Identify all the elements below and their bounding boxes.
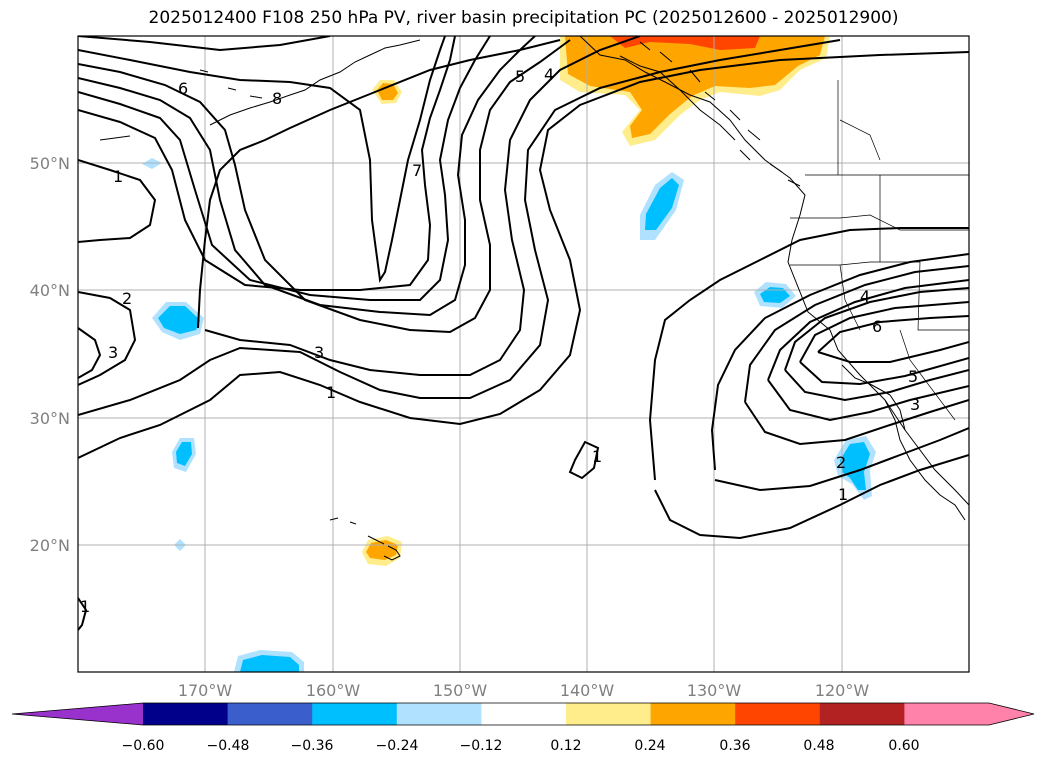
lon-label: 130°W <box>687 681 742 700</box>
colorbar-tick: −0.60 <box>122 738 165 754</box>
pv-label: 1 <box>838 485 848 504</box>
pv-label: 6 <box>872 317 882 336</box>
pv-label: 7 <box>412 161 422 180</box>
pv-label: 2 <box>836 453 846 472</box>
colorbar-extend-min <box>12 703 143 725</box>
pv-label: 8 <box>272 89 282 108</box>
colorbar-tick: 0.24 <box>634 738 665 754</box>
lat-label: 30°N <box>30 409 70 428</box>
colorbar-tick: −0.36 <box>291 738 334 754</box>
colorbar-segment <box>735 703 821 725</box>
pv-label: 3 <box>108 343 118 362</box>
pv-label: 5 <box>515 67 525 86</box>
colorbar-tick: 0.12 <box>550 738 581 754</box>
pv-label: 2 <box>122 289 132 308</box>
colorbar-segment <box>143 703 229 725</box>
pv-label: 4 <box>860 287 870 306</box>
lon-label: 120°W <box>815 681 870 700</box>
colorbar-segment <box>650 703 736 725</box>
pv-contours <box>78 36 969 631</box>
colorbar-tick: −0.24 <box>376 738 419 754</box>
lat-label: 40°N <box>30 281 70 300</box>
map-panel <box>78 36 969 672</box>
pv-label: 3 <box>910 395 920 414</box>
colorbar-extend-max <box>989 703 1034 725</box>
lon-label: 150°W <box>433 681 488 700</box>
colorbar-tick: 0.36 <box>719 738 750 754</box>
colorbar-outline <box>11 702 1035 726</box>
colorbar-segments <box>12 703 1034 725</box>
colorbar: −0.60 −0.48 −0.36 −0.24 −0.12 0.12 0.24 … <box>11 702 1035 754</box>
pv-label: 1 <box>113 167 123 186</box>
lon-label: 160°W <box>306 681 361 700</box>
pv-label: 6 <box>178 79 188 98</box>
pv-label: 5 <box>908 367 918 386</box>
lon-label: 140°W <box>560 681 615 700</box>
colorbar-segment <box>904 703 990 725</box>
colorbar-tick: 0.48 <box>803 738 834 754</box>
pv-label: 1 <box>326 383 336 402</box>
colorbar-tick: −0.48 <box>207 738 250 754</box>
pv-label: 1 <box>592 447 602 466</box>
colorbar-segment <box>396 703 482 725</box>
colorbar-tick: 0.60 <box>888 738 919 754</box>
pv-label: 3 <box>314 343 324 362</box>
longitude-labels: 170°W 160°W 150°W 140°W 130°W 120°W <box>178 681 870 700</box>
colorbar-segment <box>481 703 567 725</box>
lat-label: 20°N <box>30 536 70 555</box>
lon-label: 170°W <box>178 681 233 700</box>
map-frame <box>77 35 970 673</box>
pv-contour-labels: 6 8 1 5 4 7 2 3 3 1 1 4 6 5 3 2 1 1 <box>80 65 920 616</box>
pv-label: 1 <box>80 597 90 616</box>
lat-label: 50°N <box>30 154 70 173</box>
colorbar-tick-labels: −0.60 −0.48 −0.36 −0.24 −0.12 0.12 0.24 … <box>122 738 920 754</box>
pv-label: 4 <box>544 65 554 84</box>
colorbar-segment <box>227 703 313 725</box>
map-title: 2025012400 F108 250 hPa PV, river basin … <box>148 8 899 28</box>
colorbar-tick: −0.12 <box>460 738 503 754</box>
colorbar-segment <box>312 703 398 725</box>
colorbar-segment <box>819 703 905 725</box>
latitude-labels: 50°N 40°N 30°N 20°N <box>30 154 70 555</box>
colorbar-segment <box>566 703 652 725</box>
